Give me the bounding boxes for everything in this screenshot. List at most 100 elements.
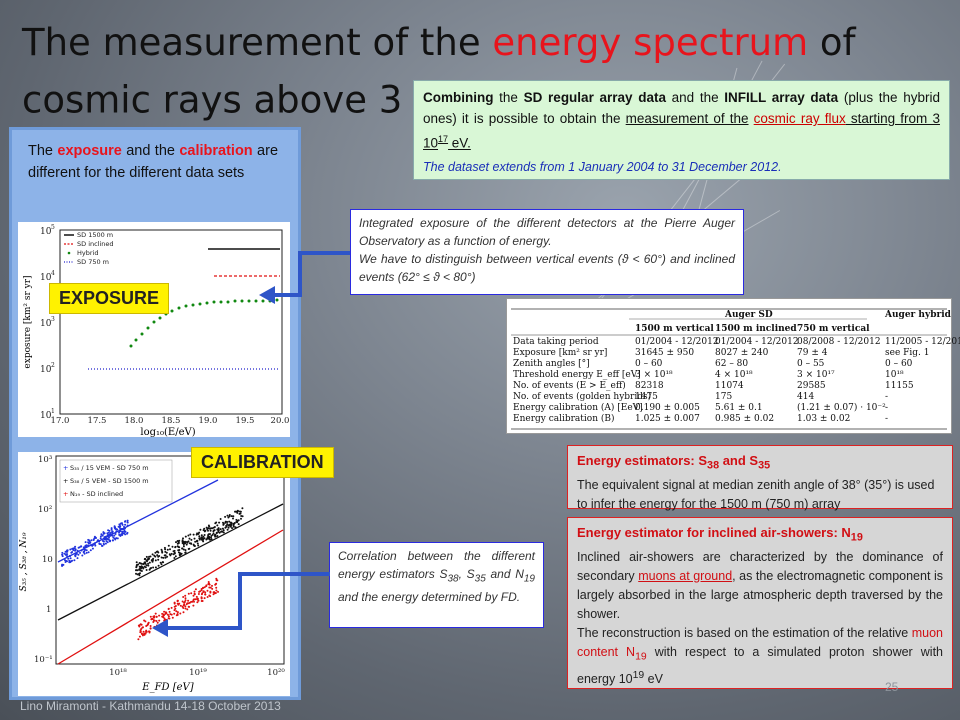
y-axis-label: S₃₅ , S₃₈ , N₁₉ bbox=[19, 532, 29, 591]
scatter-point bbox=[109, 532, 112, 534]
scatter-point bbox=[194, 598, 197, 601]
calibration-tag: CALIBRATION bbox=[191, 447, 334, 478]
table-cell: 10¹⁸ bbox=[885, 370, 904, 380]
scatter-point bbox=[184, 605, 187, 608]
estimators-box: Energy estimators: S38 and S35 The equiv… bbox=[567, 445, 953, 511]
scatter-point bbox=[101, 534, 104, 537]
scatter-point bbox=[234, 510, 237, 513]
scatter-point bbox=[149, 625, 152, 627]
scatter-point bbox=[143, 561, 146, 564]
scatter-point bbox=[144, 557, 146, 560]
scatter-point bbox=[110, 527, 113, 530]
scatter-point bbox=[230, 515, 233, 518]
scatter-point bbox=[173, 602, 176, 605]
scatter-point bbox=[194, 540, 197, 543]
scatter-point bbox=[99, 535, 102, 538]
scatter-point bbox=[148, 630, 150, 633]
scatter-point bbox=[102, 537, 105, 540]
scatter-point bbox=[232, 517, 234, 520]
scatter-point bbox=[139, 569, 142, 572]
scatter-point bbox=[197, 593, 200, 595]
scatter-point bbox=[193, 598, 196, 601]
scatter-point bbox=[109, 540, 111, 543]
scatter-point bbox=[116, 528, 119, 531]
y-tick-exp: 5 bbox=[51, 224, 55, 231]
inclined-box: Energy estimator for inclined air-shower… bbox=[567, 517, 953, 689]
exposure-arrow bbox=[259, 251, 350, 304]
scatter-point bbox=[142, 567, 145, 569]
fit-line-s38 bbox=[57, 503, 284, 621]
scatter-point bbox=[160, 548, 163, 551]
svg-text:+: + bbox=[63, 464, 68, 472]
scatter-point bbox=[171, 545, 174, 548]
scatter-point bbox=[159, 561, 162, 564]
y-axis-label: exposure [km² sr yr] bbox=[23, 275, 33, 368]
scatter-point bbox=[203, 534, 206, 536]
scatter-point bbox=[177, 546, 180, 548]
scatter-point bbox=[126, 521, 129, 524]
scatter-point bbox=[195, 595, 198, 598]
scatter-point bbox=[190, 542, 192, 545]
scatter-point bbox=[153, 616, 156, 619]
scatter-point bbox=[237, 523, 240, 526]
scatter-point bbox=[138, 565, 141, 568]
scatter-point bbox=[222, 531, 225, 534]
scatter-point bbox=[186, 541, 189, 544]
scatter-point bbox=[168, 610, 171, 613]
scatter-point bbox=[87, 551, 90, 554]
scatter-point bbox=[69, 557, 72, 560]
scatter-point bbox=[176, 611, 179, 614]
table-cell: 1475 bbox=[635, 392, 658, 402]
scatter-point bbox=[135, 569, 137, 572]
scatter-point bbox=[80, 549, 83, 552]
scatter-point bbox=[75, 552, 78, 555]
scatter-point bbox=[206, 537, 209, 540]
scatter-point bbox=[149, 615, 152, 618]
scatter-point bbox=[107, 533, 110, 536]
scatter-point bbox=[118, 523, 121, 526]
scatter-point bbox=[182, 604, 185, 607]
scatter-point bbox=[182, 548, 185, 551]
scatter-point bbox=[142, 563, 145, 566]
scatter-point bbox=[111, 530, 114, 533]
scatter-point bbox=[67, 557, 70, 560]
scatter-point bbox=[227, 526, 230, 529]
scatter-point bbox=[109, 534, 112, 537]
scatter-point bbox=[99, 543, 102, 546]
scatter-point bbox=[108, 529, 111, 532]
scatter-point bbox=[219, 528, 222, 531]
scatter-point bbox=[226, 528, 229, 531]
scatter-point bbox=[97, 539, 99, 542]
scatter-point bbox=[154, 612, 157, 615]
scatter-point bbox=[239, 510, 242, 513]
scatter-point bbox=[196, 542, 199, 545]
scatter-point bbox=[177, 542, 180, 544]
table-cell: 11/2005 - 12/2012 bbox=[885, 337, 960, 347]
x-tick: 19.0 bbox=[199, 416, 218, 426]
scatter-point bbox=[76, 557, 79, 560]
scatter-point bbox=[239, 512, 242, 515]
x-tick: 19.5 bbox=[236, 416, 255, 426]
scatter-point bbox=[65, 550, 68, 553]
scatter-point bbox=[191, 600, 194, 603]
table-cell: Data taking period bbox=[513, 337, 599, 347]
table-cell: 0 – 55 bbox=[797, 359, 825, 369]
y-tick: 10³ bbox=[38, 455, 52, 465]
scatter-point bbox=[225, 524, 228, 527]
x-tick: 17.0 bbox=[51, 416, 70, 426]
scatter-point bbox=[174, 605, 177, 607]
scatter-point bbox=[114, 538, 117, 541]
scatter-point bbox=[147, 557, 150, 560]
scatter-point bbox=[157, 558, 160, 561]
scatter-point bbox=[137, 638, 140, 641]
scatter-point bbox=[66, 549, 69, 552]
y-tick: 10 bbox=[40, 365, 52, 375]
scatter-point bbox=[93, 537, 96, 540]
scatter-point bbox=[138, 625, 141, 628]
scatter-point bbox=[214, 583, 217, 586]
scatter-point bbox=[202, 591, 205, 593]
scatter-point bbox=[162, 556, 165, 559]
scatter-point bbox=[158, 614, 161, 617]
table-row: Energy calibration (A) [EeV] 0.190 ± 0.00… bbox=[507, 403, 951, 414]
scatter-point bbox=[161, 612, 164, 615]
